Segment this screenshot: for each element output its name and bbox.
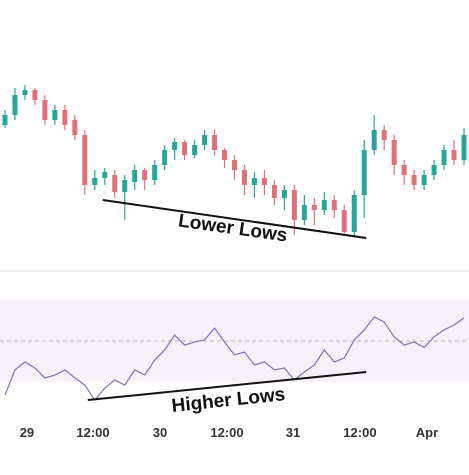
candle-body [421, 175, 427, 185]
candle-body [291, 190, 297, 220]
candle-body [142, 170, 148, 180]
candle-body [82, 135, 88, 185]
candle-body [172, 142, 178, 150]
candle-body [331, 200, 337, 210]
candle-body [22, 90, 28, 95]
candle-body [192, 145, 198, 155]
annotation-label: Lower Lows [177, 211, 289, 247]
candle-body [202, 135, 208, 145]
candle-body [461, 135, 467, 160]
candle-body [222, 150, 228, 160]
candle-body [162, 150, 168, 165]
candle-body [102, 172, 108, 178]
candle-body [411, 175, 417, 185]
candle-body [232, 160, 237, 170]
candle-body [381, 130, 387, 140]
candle-body [92, 178, 98, 185]
candle-body [112, 175, 118, 192]
candle-body [212, 135, 218, 150]
candle-body [261, 178, 267, 185]
candle-body [391, 140, 397, 165]
candle-body [122, 180, 128, 192]
candle-body [361, 150, 367, 195]
candle-body [42, 100, 48, 120]
trend-line [87, 370, 367, 402]
candle-body [431, 165, 437, 175]
candle-body [351, 195, 357, 232]
candle-body [132, 170, 138, 182]
x-tick-label: 29 [20, 425, 34, 440]
candle-body [2, 115, 8, 125]
candle-body [182, 142, 188, 155]
candle-body [401, 165, 407, 175]
candle-body [341, 210, 347, 232]
candle-body [32, 90, 38, 100]
trend-line [102, 199, 367, 239]
candle-body [281, 190, 287, 198]
x-tick-label: 31 [286, 425, 300, 440]
candle-body [451, 150, 457, 160]
candle-body [52, 110, 58, 120]
candle-body [72, 120, 78, 135]
x-tick-label: 30 [153, 425, 167, 440]
candle-body [241, 170, 247, 185]
candle-body [251, 178, 257, 185]
x-tick-label: 12:00 [76, 425, 109, 440]
x-tick-label: 12:00 [343, 425, 376, 440]
candle-body [152, 165, 158, 180]
candle-body [271, 185, 277, 198]
candle-body [62, 110, 68, 125]
candle-body [301, 205, 307, 220]
rsi-line [4, 316, 465, 402]
candle-body [441, 150, 447, 165]
candle-body [321, 200, 327, 210]
x-tick-label: Apr [416, 425, 438, 440]
candle-body [311, 205, 317, 210]
x-tick-label: 12:00 [210, 425, 243, 440]
candle-body [12, 95, 18, 115]
candle-body [371, 130, 377, 150]
